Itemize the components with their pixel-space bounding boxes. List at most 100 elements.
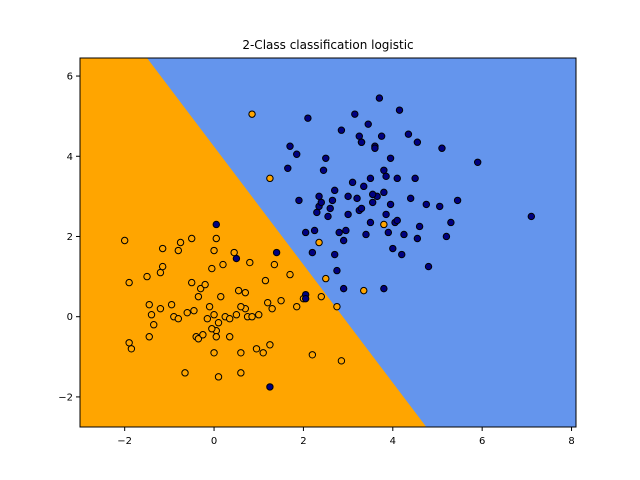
class-1-point	[344, 210, 352, 219]
class-0-point	[190, 306, 198, 315]
class-1-point	[406, 194, 415, 203]
class-0-point	[158, 244, 167, 253]
class-0-point	[380, 220, 388, 229]
x-tick-label: 0	[211, 436, 217, 447]
class-0-point	[333, 302, 341, 311]
class-0-point	[286, 270, 294, 279]
class-1-point	[331, 250, 339, 259]
class-0-point	[237, 369, 245, 377]
class-1-point	[293, 150, 301, 158]
class-0-point	[150, 321, 158, 329]
class-1-point	[384, 228, 393, 237]
class-1-point	[339, 284, 348, 293]
class-1-point	[393, 216, 401, 225]
class-0-point	[167, 300, 176, 309]
class-0-point	[156, 268, 165, 277]
class-1-point	[436, 202, 444, 211]
class-0-point	[308, 351, 317, 359]
class-1-point	[313, 208, 321, 217]
class-0-point	[212, 234, 220, 243]
class-0-point	[176, 238, 185, 247]
class-0-point	[201, 280, 209, 289]
class-1-point	[339, 236, 348, 245]
chart-title: 2-Class classification logistic	[242, 38, 413, 52]
class-1-point	[368, 198, 377, 207]
class-1-point	[333, 266, 341, 275]
class-1-point	[348, 178, 357, 187]
class-0-point	[125, 339, 133, 347]
class-0-point	[266, 341, 274, 349]
class-1-point	[527, 212, 536, 221]
class-1-point	[404, 130, 413, 138]
class-0-point	[210, 246, 218, 255]
class-1-point	[301, 228, 310, 237]
x-tick-label: 8	[568, 436, 574, 447]
class-1-point	[386, 200, 395, 209]
class-0-region	[80, 58, 427, 427]
class-0-point	[225, 333, 234, 341]
class-0-point	[158, 262, 167, 271]
class-0-point	[196, 284, 205, 293]
class-1-point	[375, 94, 384, 102]
x-tick-label: 2	[300, 436, 306, 447]
class-0-point	[156, 304, 165, 313]
class-1-point	[212, 220, 220, 229]
class-1-point	[284, 164, 292, 173]
class-0-point	[277, 296, 285, 305]
class-1-point	[382, 210, 390, 219]
class-0-point	[208, 264, 216, 273]
axes-frame	[79, 57, 577, 428]
class-1-point	[413, 138, 422, 146]
class-1-point	[400, 230, 408, 239]
class-1-point	[380, 284, 388, 293]
class-0-point	[174, 315, 183, 323]
class-0-point	[360, 286, 368, 295]
class-1-point	[366, 218, 375, 227]
class-1-point	[377, 132, 386, 140]
class-0-point	[259, 349, 267, 357]
x-tick-label: 6	[479, 436, 485, 447]
class-1-point	[424, 262, 433, 271]
class-1-point	[415, 222, 424, 231]
class-0-point	[214, 319, 223, 327]
class-1-point	[413, 234, 422, 243]
class-1-point	[301, 294, 310, 303]
class-0-point	[337, 357, 346, 365]
class-1-point	[304, 114, 312, 122]
class-0-point	[317, 292, 325, 301]
y-tick-label: 0	[67, 312, 73, 323]
class-0-point	[181, 369, 189, 377]
class-1-point	[357, 204, 366, 213]
y-tick-label: 4	[67, 152, 73, 163]
class-0-point	[237, 349, 245, 357]
class-1-point	[393, 174, 401, 183]
class-0-point	[147, 311, 156, 319]
y-tick-label: 6	[67, 72, 73, 83]
class-1-point	[395, 106, 404, 114]
class-1-point	[380, 188, 388, 197]
class-1-point	[315, 192, 323, 201]
class-1-point	[422, 200, 431, 209]
class-0-point	[212, 333, 220, 341]
class-0-point	[248, 313, 256, 321]
class-0-point	[210, 349, 218, 357]
class-0-point	[125, 278, 133, 287]
class-0-point	[248, 110, 256, 118]
class-1-point	[342, 226, 350, 235]
class-1-point	[389, 244, 397, 253]
class-1-point	[353, 194, 361, 203]
class-1-point	[447, 218, 455, 227]
y-tick-label: 2	[67, 232, 73, 243]
class-1-point	[360, 182, 368, 191]
class-0-point	[194, 335, 203, 343]
class-1-point	[411, 174, 419, 183]
class-1-point	[380, 166, 388, 175]
class-1-point	[398, 250, 406, 259]
class-0-point	[188, 234, 196, 243]
y-tick-label: −2	[58, 392, 73, 403]
class-0-point	[241, 288, 250, 297]
class-1-point	[266, 383, 274, 391]
class-1-point	[317, 198, 325, 207]
class-0-point	[174, 246, 183, 255]
